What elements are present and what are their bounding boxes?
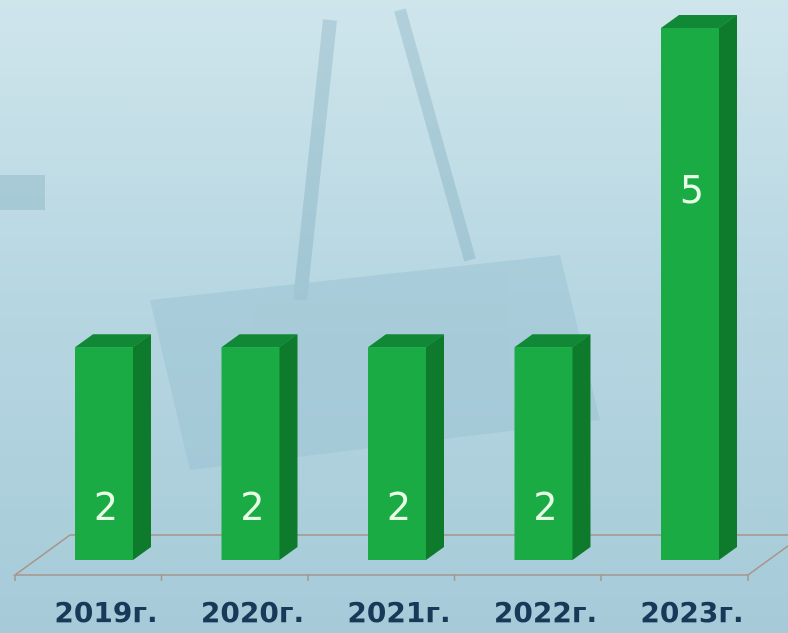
bar-side [719, 15, 737, 560]
data-label: 2 [387, 485, 411, 529]
bar-group: 2 [75, 334, 151, 560]
x-tick-label: 2021г. [347, 596, 450, 629]
bar-group: 2 [368, 334, 444, 560]
bar [221, 347, 280, 560]
bar [661, 28, 719, 560]
x-tick-label: 2020г. [201, 596, 304, 629]
bar-group: 2 [514, 334, 591, 560]
chart-floor [12, 534, 788, 576]
x-tick-label: 2019г. [54, 596, 157, 629]
bar-group: 2 [221, 334, 298, 560]
data-label: 5 [680, 168, 704, 212]
bar-group: 5 [661, 15, 737, 560]
bar [368, 347, 426, 560]
bar-top [75, 334, 151, 348]
data-label: 2 [94, 485, 118, 529]
chart-bars: 2 2 2 2 5 [75, 15, 737, 560]
bar-top [514, 334, 591, 348]
data-label: 2 [240, 485, 264, 529]
bar-side [426, 334, 444, 560]
x-axis-ticks: 2019г. 2020г. 2021г. 2022г. 2023г. [14, 575, 749, 629]
bar-side [572, 334, 591, 560]
bar-top [221, 334, 298, 348]
bar-side [133, 334, 151, 560]
bar-top [661, 15, 737, 28]
x-tick-label: 2022г. [494, 596, 597, 629]
bar [514, 347, 573, 560]
bar-top [368, 334, 444, 348]
bar-side [279, 334, 298, 560]
x-tick-label: 2023г. [640, 596, 743, 629]
data-label: 2 [533, 485, 557, 529]
floor-plane [12, 534, 788, 576]
bar [75, 347, 133, 560]
